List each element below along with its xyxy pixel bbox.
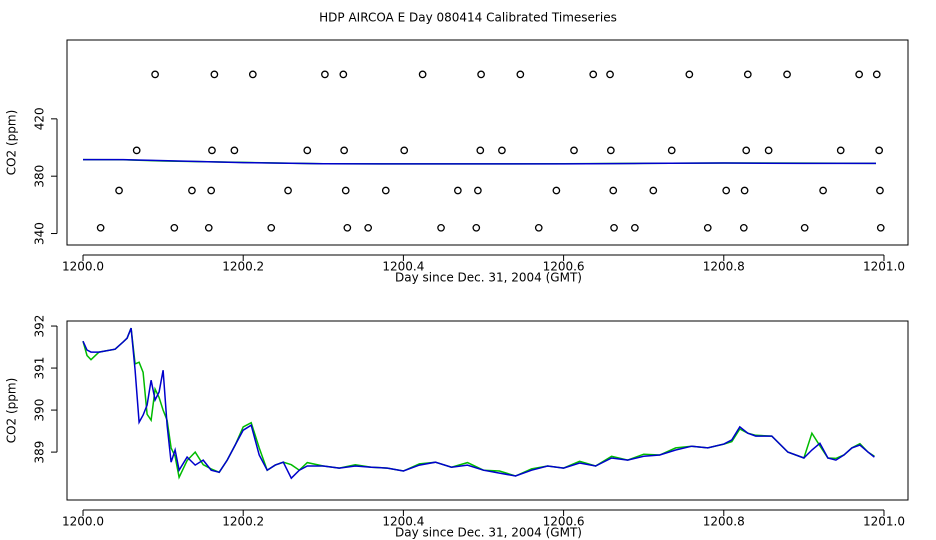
point	[609, 186, 618, 195]
y-tick-label: 380	[33, 165, 47, 188]
point	[303, 146, 312, 155]
plot-box	[66, 320, 909, 501]
point	[589, 70, 598, 79]
point	[667, 146, 676, 155]
y-tick-label: 390	[33, 399, 47, 422]
point	[876, 186, 884, 195]
y-tick-label: 340	[33, 222, 47, 245]
point	[534, 223, 543, 232]
x-tick-label: 1200.2	[222, 515, 264, 529]
point	[132, 146, 141, 155]
x-tick-label: 1200.6	[543, 260, 585, 274]
plot-box	[66, 39, 909, 246]
point	[400, 146, 409, 155]
point	[170, 223, 179, 232]
point	[207, 186, 216, 195]
point	[115, 186, 123, 195]
point	[472, 223, 481, 232]
point	[454, 186, 462, 195]
x-tick-label: 1200.0	[62, 515, 104, 529]
y-tick-label: 392	[33, 315, 47, 338]
point	[855, 70, 863, 79]
point	[876, 223, 885, 232]
point	[743, 70, 752, 79]
point	[381, 186, 390, 195]
point	[742, 146, 751, 155]
point	[740, 186, 749, 195]
point	[188, 186, 196, 195]
point	[739, 223, 748, 232]
point	[364, 223, 373, 232]
point	[321, 70, 329, 79]
point	[96, 223, 105, 232]
point	[343, 223, 352, 232]
series-line	[83, 158, 876, 165]
point	[151, 70, 159, 79]
x-tick-label: 1201.0	[863, 515, 905, 529]
x-tick-label: 1200.6	[543, 515, 585, 529]
x-tick-label: 1200.4	[382, 515, 424, 529]
point	[800, 223, 809, 232]
x-tick-label: 1200.2	[222, 260, 264, 274]
point	[631, 223, 639, 232]
y-tick-label: 391	[33, 357, 47, 380]
x-tick-label: 1200.8	[703, 515, 745, 529]
chart-title: HDP AIRCOA E Day 080414 Calibrated Times…	[319, 11, 617, 25]
point	[875, 146, 884, 155]
point	[204, 223, 213, 232]
point	[230, 146, 239, 155]
series-line	[82, 327, 875, 480]
point	[284, 186, 292, 195]
series-line	[82, 327, 875, 480]
point	[418, 70, 427, 79]
y-axis-label: CO2 (ppm)	[5, 378, 19, 444]
point	[340, 146, 348, 155]
point	[437, 223, 445, 232]
point	[476, 146, 485, 155]
point	[606, 146, 615, 155]
point	[248, 70, 257, 79]
point	[267, 223, 276, 232]
point	[872, 70, 881, 79]
point	[685, 70, 694, 79]
point	[341, 186, 350, 195]
point	[836, 146, 845, 155]
point	[703, 223, 712, 232]
point	[764, 146, 773, 155]
point	[552, 186, 561, 195]
point	[474, 186, 482, 195]
x-tick-label: 1201.0	[863, 260, 905, 274]
point	[477, 70, 485, 79]
point	[783, 70, 791, 79]
point	[606, 70, 614, 79]
x-axis-label: Day since Dec. 31, 2004 (GMT)	[395, 526, 582, 540]
point	[210, 70, 219, 79]
point	[722, 186, 731, 195]
x-tick-label: 1200.4	[382, 260, 424, 274]
point	[570, 146, 578, 155]
point	[819, 186, 827, 195]
y-axis-label: CO2 (ppm)	[5, 110, 19, 176]
x-axis-label: Day since Dec. 31, 2004 (GMT)	[395, 271, 582, 285]
point	[649, 186, 658, 195]
y-tick-label: 420	[33, 107, 47, 130]
x-tick-label: 1200.0	[62, 260, 104, 274]
x-tick-label: 1200.8	[703, 260, 745, 274]
y-tick-label: 389	[33, 441, 47, 464]
point	[339, 70, 348, 79]
point	[498, 146, 506, 155]
point	[208, 146, 216, 155]
point	[516, 70, 525, 79]
point	[610, 223, 618, 232]
